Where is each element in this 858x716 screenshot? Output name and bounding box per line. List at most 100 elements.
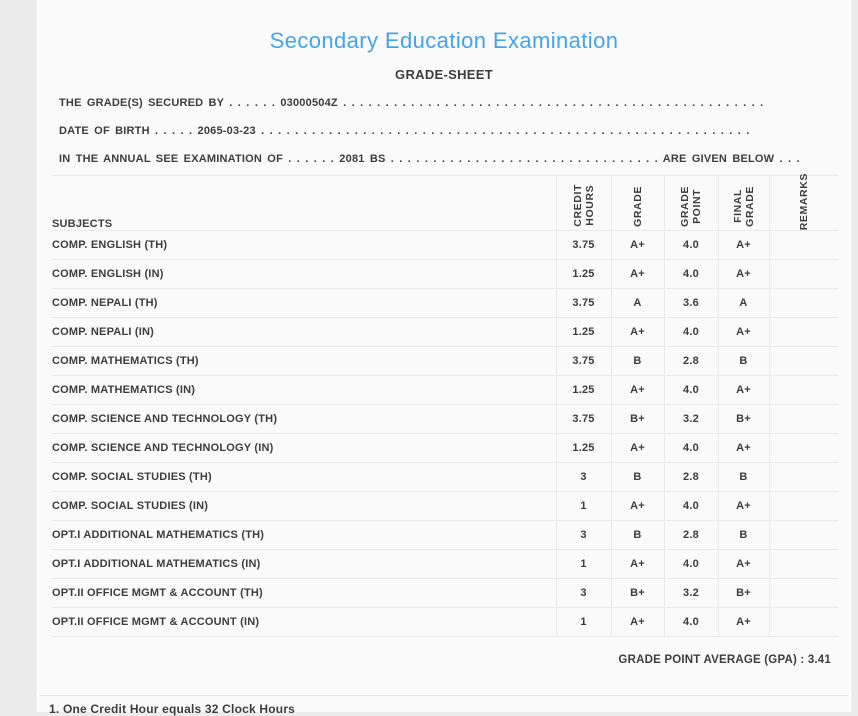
grade-sheet-page: Secondary Education Examination GRADE-SH… [37,0,851,716]
final-grade-cell: B+ [717,578,769,608]
final-grade-cell: A+ [717,549,769,579]
grade-point-cell: 2.8 [663,346,718,376]
credit-hours-cell: 3 [555,578,611,608]
grade-point-cell: 3.2 [663,404,718,434]
credit-hours-cell: 1 [555,491,611,521]
final-grade-cell: A+ [717,317,769,347]
grade-cell: B [610,462,664,492]
grade-point-cell: 4.0 [663,491,718,521]
final-grade-cell: A+ [717,491,769,521]
remarks-cell [768,230,839,260]
grade-cell: A+ [610,259,664,289]
credit-hours-cell: 1.25 [555,317,611,347]
grade-point-cell: 4.0 [663,259,718,289]
candidate-info-block: THE GRADE(S) SECURED BY . . . . . . 0300… [59,89,849,173]
subject-cell: COMP. MATHEMATICS (TH) [52,346,556,376]
table-row: COMP. MATHEMATICS (TH) 3.75 B 2.8 B [52,346,839,376]
grades-table: SUBJECTS CREDIT HOURS GRADE GRADE POINT … [52,173,839,637]
grade-point-cell: 2.8 [663,462,718,492]
remarks-cell [768,491,839,521]
remarks-cell [768,375,839,405]
subject-cell: OPT.II OFFICE MGMT & ACCOUNT (TH) [52,578,556,608]
remarks-cell [768,288,839,318]
column-header-credit-hours: CREDIT HOURS [555,175,611,231]
final-grade-cell: A+ [717,259,769,289]
final-grade-cell: B+ [717,404,769,434]
grade-cell: B+ [610,578,664,608]
subject-cell: COMP. ENGLISH (IN) [52,259,556,289]
footer-divider [39,695,849,696]
final-grade-cell: B [717,520,769,550]
remarks-cell [768,259,839,289]
credit-hours-cell: 3 [555,520,611,550]
credit-hours-cell: 3.75 [555,288,611,318]
credit-hours-cell: 1.25 [555,259,611,289]
remarks-cell [768,404,839,434]
grade-point-cell: 4.0 [663,607,718,637]
credit-hours-cell: 3.75 [555,230,611,260]
grade-point-cell: 4.0 [663,375,718,405]
final-grade-cell: A+ [717,375,769,405]
subject-cell: OPT.I ADDITIONAL MATHEMATICS (TH) [52,520,556,550]
table-row: OPT.II OFFICE MGMT & ACCOUNT (TH) 3 B+ 3… [52,578,839,608]
table-row: COMP. SCIENCE AND TECHNOLOGY (IN) 1.25 A… [52,433,839,463]
grade-cell: A+ [610,549,664,579]
grade-cell: A+ [610,607,664,637]
column-header-grade: GRADE [610,175,664,231]
subject-cell: COMP. NEPALI (IN) [52,317,556,347]
subject-cell: OPT.II OFFICE MGMT & ACCOUNT (IN) [52,607,556,637]
grade-point-cell: 3.2 [663,578,718,608]
subject-cell: COMP. MATHEMATICS (IN) [52,375,556,405]
grade-cell: B [610,346,664,376]
grade-cell: A [610,288,664,318]
grade-cell: A+ [610,433,664,463]
grade-point-cell: 2.8 [663,520,718,550]
window-gutter-right [851,0,858,712]
table-row: COMP. NEPALI (IN) 1.25 A+ 4.0 A+ [52,317,839,347]
credit-hours-cell: 1.25 [555,375,611,405]
credit-hours-cell: 3.75 [555,346,611,376]
page-title: Secondary Education Examination [269,28,619,53]
subject-cell: COMP. SOCIAL STUDIES (IN) [52,491,556,521]
column-header-final-grade: FINAL GRADE [717,175,769,231]
remarks-cell [768,578,839,608]
grade-point-cell: 4.0 [663,317,718,347]
subject-cell: OPT.I ADDITIONAL MATHEMATICS (IN) [52,549,556,579]
remarks-cell [768,346,839,376]
table-row: COMP. ENGLISH (IN) 1.25 A+ 4.0 A+ [52,259,839,289]
table-row: COMP. ENGLISH (TH) 3.75 A+ 4.0 A+ [52,230,839,260]
final-grade-cell: A+ [717,230,769,260]
column-header-subjects: SUBJECTS [52,175,556,231]
credit-hours-cell: 3.75 [555,404,611,434]
subject-cell: COMP. SOCIAL STUDIES (TH) [52,462,556,492]
table-row: COMP. SOCIAL STUDIES (IN) 1 A+ 4.0 A+ [52,491,839,521]
grade-point-cell: 4.0 [663,433,718,463]
final-grade-cell: A+ [717,607,769,637]
remarks-cell [768,607,839,637]
gpa-summary: GRADE POINT AVERAGE (GPA) : 3.41 [618,654,831,666]
subject-cell: COMP. SCIENCE AND TECHNOLOGY (TH) [52,404,556,434]
table-row: OPT.I ADDITIONAL MATHEMATICS (IN) 1 A+ 4… [52,549,839,579]
info-line-secured-by: THE GRADE(S) SECURED BY . . . . . . 0300… [59,97,764,109]
footnote-credit-hour: 1. One Credit Hour equals 32 Clock Hours [49,702,296,716]
window-gutter-left [0,0,37,712]
table-row: OPT.II OFFICE MGMT & ACCOUNT (IN) 1 A+ 4… [52,607,839,637]
table-row: OPT.I ADDITIONAL MATHEMATICS (TH) 3 B 2.… [52,520,839,550]
page-subtitle: GRADE-SHEET [395,67,493,82]
grade-cell: A+ [610,491,664,521]
final-grade-cell: B [717,346,769,376]
grade-point-cell: 3.6 [663,288,718,318]
credit-hours-cell: 1 [555,549,611,579]
table-row: COMP. SOCIAL STUDIES (TH) 3 B 2.8 B [52,462,839,492]
subject-cell: COMP. ENGLISH (TH) [52,230,556,260]
final-grade-cell: A+ [717,433,769,463]
final-grade-cell: B [717,462,769,492]
remarks-cell [768,549,839,579]
remarks-cell [768,520,839,550]
grade-cell: A+ [610,375,664,405]
credit-hours-cell: 3 [555,462,611,492]
info-line-examination: IN THE ANNUAL SEE EXAMINATION OF . . . .… [59,153,800,165]
subject-cell: COMP. NEPALI (TH) [52,288,556,318]
remarks-cell [768,462,839,492]
credit-hours-cell: 1 [555,607,611,637]
